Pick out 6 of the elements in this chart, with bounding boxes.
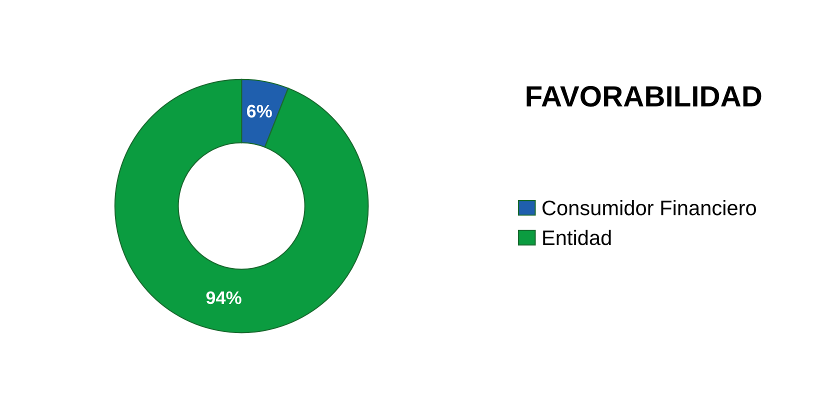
chart-title: FAVORABILIDAD [526, 86, 762, 107]
legend-label: Consumidor Financiero [542, 200, 756, 216]
data-label: 94% [206, 291, 242, 304]
donut-slice [114, 78, 369, 334]
data-label: 6% [246, 104, 272, 118]
legend-label: Entidad [543, 230, 611, 246]
